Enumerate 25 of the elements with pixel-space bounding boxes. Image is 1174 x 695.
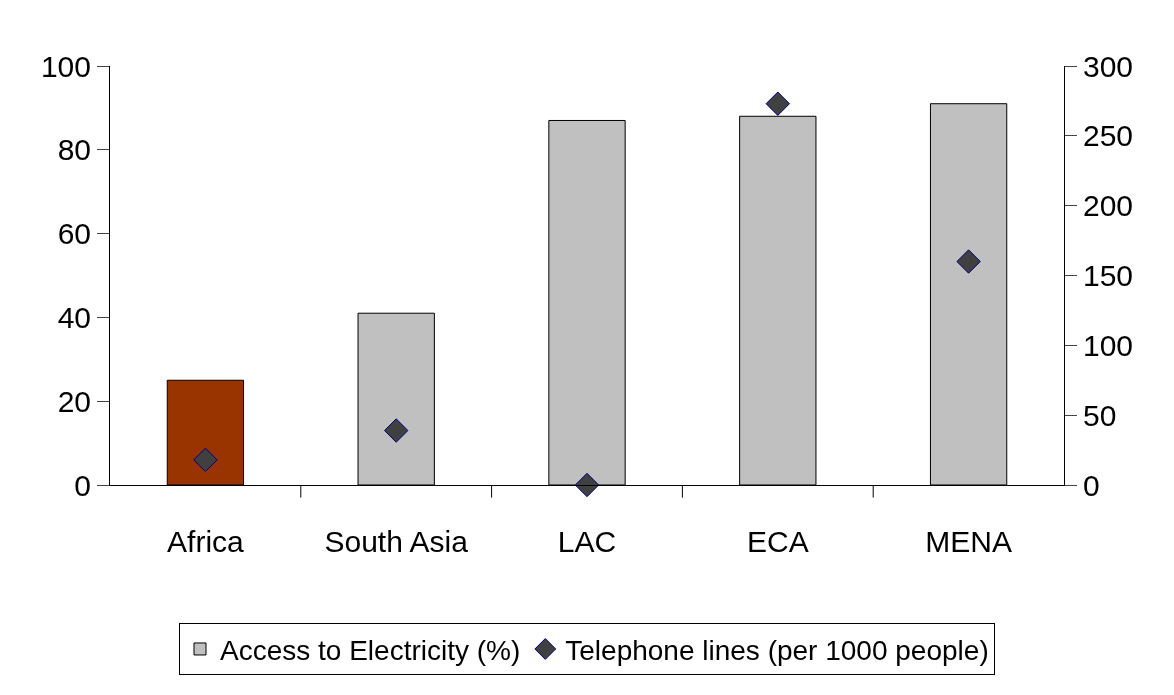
y2-tick-label: 200	[1083, 189, 1134, 223]
y-tick-label: 60	[57, 217, 91, 251]
y2-tick-label: 50	[1083, 398, 1117, 432]
x-tick-label: MENA	[925, 525, 1012, 558]
y2-tick-label: 300	[1083, 49, 1134, 83]
point	[574, 472, 600, 498]
point	[384, 418, 409, 443]
x-tick-label: ECA	[746, 525, 809, 558]
y2-tick-label: 0	[1083, 468, 1100, 502]
y-tick-label: 0	[74, 468, 91, 502]
y2-tick-label: 100	[1083, 328, 1134, 362]
y-tick-label: 80	[57, 133, 91, 167]
y-tick-label: 100	[40, 49, 91, 83]
point	[765, 91, 790, 116]
y-tick-label: 20	[57, 384, 91, 418]
y2-tick-label: 250	[1083, 119, 1134, 153]
legend-label: Telephone lines (per 1000 people)	[565, 634, 989, 666]
x-tick-label: Africa	[167, 525, 245, 558]
legend-label: Access to Electricity (%)	[220, 634, 521, 666]
y2-tick-label: 150	[1083, 259, 1134, 292]
x-tick-label: LAC	[557, 525, 617, 558]
x-tick-label: South Asia	[324, 525, 469, 558]
point	[193, 447, 218, 473]
point	[956, 249, 981, 274]
y-tick-label: 40	[57, 300, 91, 334]
